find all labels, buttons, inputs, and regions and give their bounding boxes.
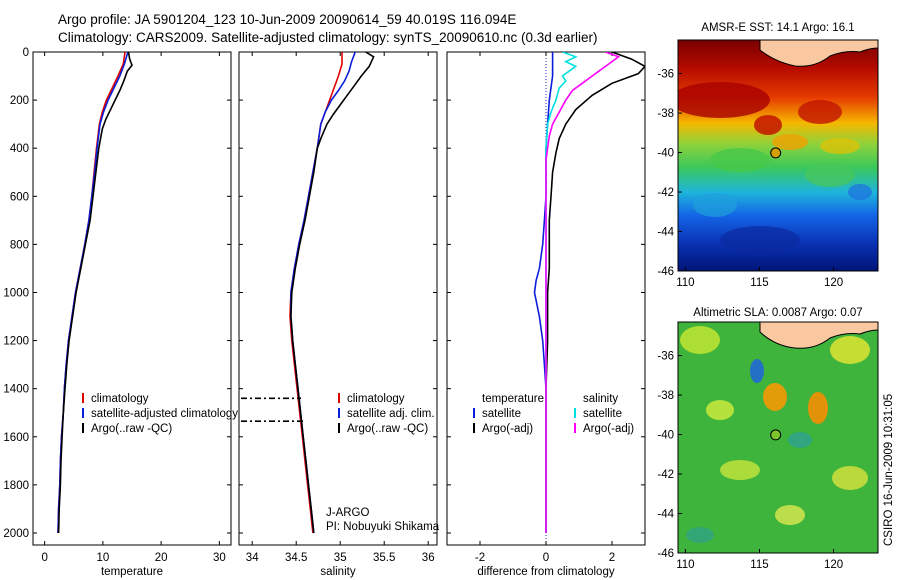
x-tick-label: 20 — [155, 552, 168, 564]
legend-label: Argo(..raw -QC) — [91, 423, 172, 435]
x-tick-label: 30 — [213, 552, 226, 564]
y-tick-label: 800 — [10, 239, 29, 251]
legend-label: climatology — [347, 393, 405, 405]
series-line-2 — [290, 52, 375, 534]
title-line-1: Argo profile: JA 5901204_123 10-Jun-2009… — [58, 12, 516, 27]
annotation: PI: Nobuyuki Shikama — [326, 521, 440, 533]
y-tick-label: -36 — [657, 69, 674, 81]
x-axis-label: salinity — [320, 566, 355, 578]
y-tick-label: -42 — [657, 187, 674, 199]
sla-map-frame — [677, 321, 879, 554]
series-line-2 — [57, 52, 133, 534]
x-tick-label: 120 — [824, 559, 843, 571]
y-tick-label: 1400 — [3, 384, 29, 396]
x-tick-label: 10 — [96, 552, 109, 564]
y-tick-label: -36 — [657, 351, 674, 363]
x-tick-label: 110 — [676, 559, 694, 571]
argo-float-marker — [770, 429, 782, 441]
x-tick-label: 115 — [750, 277, 768, 289]
land-australia — [759, 40, 878, 67]
y-tick-label: 1000 — [3, 287, 29, 299]
x-tick-label: 0 — [543, 552, 549, 564]
legend-label: Argo(..raw -QC) — [347, 423, 428, 435]
x-axis-label: temperature — [101, 566, 163, 578]
y-tick-label: -40 — [657, 430, 674, 442]
series-line-1 — [290, 52, 356, 534]
y-tick-label: 1600 — [3, 432, 29, 444]
y-tick-label: -40 — [657, 148, 674, 160]
sst-map-title: AMSR-E SST: 14.1 Argo: 16.1 — [701, 22, 854, 34]
legend-label: satellite — [482, 408, 521, 420]
y-tick-label: -38 — [657, 390, 674, 402]
x-tick-label: 120 — [824, 277, 843, 289]
y-tick-label: -44 — [657, 227, 674, 239]
legend-label: Argo(-adj) — [482, 423, 533, 435]
sla-map: Altimetric SLA: 0.0087 Argo: 0.07 110 115… — [657, 307, 879, 571]
y-tick-label: -44 — [657, 509, 674, 521]
x-tick-label: 34.5 — [285, 552, 307, 564]
panel-temperature: 0 10 20 30 temperature 0 200 400 600 800 1000 1200 1… — [3, 47, 238, 578]
sst-map-ticks: 110 115 120 -36 -38 -40 -42 -44 -46 — [657, 69, 843, 289]
x-tick-label: 115 — [750, 559, 768, 571]
land-australia — [759, 322, 878, 349]
y-tick-label: 0 — [23, 47, 29, 59]
series-line-0 — [533, 52, 554, 533]
y-tick-label: -38 — [657, 108, 674, 120]
x-tick-label: -2 — [475, 552, 485, 564]
x-tick-label: 0 — [41, 552, 47, 564]
series-line-0 — [289, 52, 343, 534]
y-tick-label: -46 — [657, 266, 674, 278]
legend-label: climatology — [91, 393, 149, 405]
panel-salinity: 34 34.5 35 35.5 36 salinity climatology satelli… — [238, 51, 440, 578]
argo-float-marker — [770, 147, 782, 159]
plot-frame — [238, 51, 438, 546]
x-tick-label: 34 — [246, 552, 259, 564]
series-line-1 — [545, 52, 645, 533]
legend-label: salinity — [583, 393, 618, 405]
y-tick-label: 400 — [10, 143, 29, 155]
sst-map-frame — [677, 39, 879, 272]
y-tick-label: 2000 — [3, 528, 29, 540]
profile-panels: 0 10 20 30temperature0200400600800100012001… — [3, 47, 646, 578]
sla-map-title: Altimetric SLA: 0.0087 Argo: 0.07 — [693, 307, 862, 319]
x-tick-label: 110 — [676, 277, 694, 289]
y-tick-label: 1200 — [3, 336, 29, 348]
side-label: CSIRO 16-Jun-2009 10:31:05 — [883, 394, 895, 546]
legend-label: satellite-adjusted climatology — [91, 408, 238, 420]
series-line-2 — [545, 52, 578, 533]
annotation: J-ARGO — [326, 507, 370, 519]
x-tick-label: 36 — [422, 552, 435, 564]
y-tick-label: 600 — [10, 191, 29, 203]
series-line-3 — [545, 52, 621, 533]
y-tick-label: -46 — [657, 548, 674, 560]
legend-label: satellite — [583, 408, 622, 420]
plot-frame — [32, 51, 232, 546]
series-line-0 — [57, 52, 126, 534]
legend-label: temperature — [482, 393, 544, 405]
sla-map-ticks: 110 115 120 -36 -38 -40 -42 -44 -46 — [657, 351, 843, 571]
x-tick-label: 35 — [334, 552, 347, 564]
y-tick-label: 1800 — [3, 480, 29, 492]
panel-difference: -2 0 2 difference from climatology temperatu… — [446, 51, 646, 578]
legend-label: satellite adj. clim. — [347, 408, 435, 420]
x-tick-label: 2 — [609, 552, 615, 564]
x-axis-label: difference from climatology — [477, 566, 614, 578]
x-tick-label: 35.5 — [373, 552, 395, 564]
title-line-2: Climatology: CARS2009. Satellite-adjuste… — [58, 30, 598, 45]
y-tick-label: -42 — [657, 469, 674, 481]
legend-label: Argo(-adj) — [583, 423, 634, 435]
series-line-1 — [57, 52, 129, 534]
y-tick-label: 200 — [10, 95, 29, 107]
sst-map: AMSR-E SST: 14.1 Argo: 16.1 110 115 120 -36… — [657, 22, 879, 289]
